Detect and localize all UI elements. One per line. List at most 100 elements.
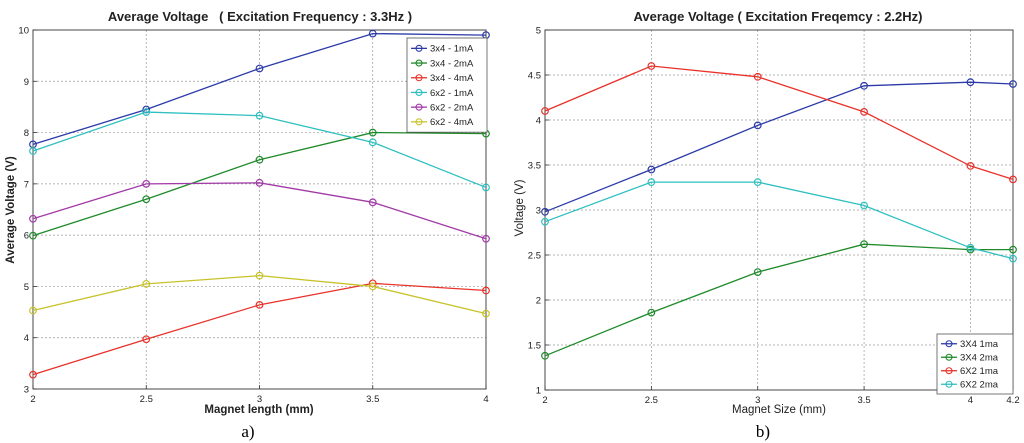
legend-marker [415, 118, 423, 126]
y-tick-label: 1 [536, 386, 541, 397]
data-point [860, 81, 868, 90]
series-line [32, 111, 487, 189]
chart-b: Average Voltage ( Excitation Freqemcy : … [514, 9, 1020, 441]
x-tick-label: 4 [968, 395, 973, 406]
data-point [541, 207, 549, 216]
chart-b-y-axis: 1 1.5 2 2.5 3 3.5 4 4.5 5 [528, 26, 549, 397]
series-line [544, 81, 1014, 213]
x-tick-label: 2.5 [140, 394, 153, 405]
data-point [1009, 80, 1017, 88]
data-point [142, 105, 151, 114]
data-point [860, 107, 868, 116]
series-5 [29, 178, 490, 243]
data-point [1009, 254, 1017, 263]
series-line [32, 182, 487, 240]
legend-label: 3x4 - 1mA [430, 44, 474, 55]
y-tick-label: 4.5 [528, 71, 541, 82]
legend-marker [415, 88, 423, 96]
chart-b-grid [545, 30, 1013, 390]
y-tick-label: 2.5 [528, 251, 541, 262]
legend-marker [415, 59, 423, 67]
legend-label: 6X2 1ma [960, 366, 999, 377]
y-tick-label: 4 [536, 116, 541, 127]
data-point [1009, 245, 1017, 254]
series-1 [29, 29, 490, 149]
legend-label: 6X2 2ma [960, 380, 999, 391]
y-tick-label: 1.5 [528, 341, 541, 352]
series-3 [29, 279, 490, 379]
data-point [255, 111, 264, 120]
data-point [142, 179, 151, 188]
data-point [753, 268, 762, 277]
series-line [32, 32, 487, 145]
series-line [32, 131, 487, 237]
x-tick-label: 2 [542, 395, 547, 406]
data-point [255, 271, 264, 280]
legend-label: 3X4 1ma [960, 339, 999, 350]
data-point [753, 72, 762, 81]
chart-a-title: Average Voltage ( Excitation Frequency :… [108, 9, 412, 24]
x-tick-label: 3 [257, 394, 262, 405]
chart-a: Average Voltage ( Excitation Frequency :… [5, 9, 490, 441]
data-point [860, 240, 868, 249]
y-tick-label: 9 [24, 77, 29, 88]
series-6 [29, 271, 490, 318]
legend-label: 3x4 - 2mA [430, 58, 474, 69]
chart-b-y-label: Voltage (V) [514, 179, 526, 236]
chart-a-legend: 3x4 - 1mA 3x4 - 2mA 3x4 - 4mA 6x2 - 1mA 6x2 … [406, 37, 488, 133]
chart-a-caption: a) [241, 422, 254, 441]
legend-box [406, 37, 488, 133]
legend-label: 6x2 - 1mA [430, 88, 474, 99]
data-point [966, 161, 975, 170]
data-point [142, 195, 151, 204]
legend-marker [945, 367, 953, 375]
data-point [541, 351, 549, 360]
series-2 [29, 128, 490, 240]
legend-label: 6x2 - 4mA [430, 117, 474, 128]
data-point [368, 198, 377, 207]
y-tick-label: 6 [24, 231, 29, 242]
data-point [29, 370, 37, 379]
legend-label: 3x4 - 4mA [430, 73, 474, 84]
data-point [368, 138, 377, 147]
series-line [544, 181, 1014, 260]
data-point [29, 147, 37, 155]
y-tick-label: 3.5 [528, 161, 541, 172]
legend-marker [945, 353, 953, 361]
y-tick-label: 10 [18, 26, 29, 37]
y-tick-label: 2 [536, 296, 541, 307]
x-tick-label: 3 [755, 395, 760, 406]
data-point [368, 282, 377, 291]
data-point [647, 178, 656, 187]
data-point [255, 178, 264, 187]
y-tick-label: 5 [536, 26, 541, 37]
chart-a-y-label: Average Voltage (V) [5, 156, 17, 264]
y-tick-label: 7 [24, 179, 29, 190]
series-3 [541, 62, 1017, 184]
series-line [544, 65, 1014, 181]
y-tick-label: 3 [536, 206, 541, 217]
data-point [541, 107, 549, 115]
chart-b-caption: b) [756, 422, 770, 441]
data-point [255, 300, 264, 309]
data-point [753, 121, 762, 130]
legend-label: 6x2 - 2mA [430, 102, 474, 113]
series-1 [541, 78, 1017, 216]
series-4 [29, 108, 490, 192]
data-point [482, 183, 490, 192]
data-point [142, 279, 151, 288]
data-point [647, 308, 656, 317]
data-point [255, 64, 264, 73]
x-tick-label: 2.5 [645, 395, 658, 406]
series-line [32, 282, 487, 376]
data-point [860, 201, 868, 210]
data-point [647, 165, 656, 174]
x-tick-label: 2 [30, 394, 35, 405]
data-point [482, 286, 490, 295]
x-tick-label: 4.2 [1006, 395, 1019, 406]
data-point [966, 78, 975, 87]
data-point [29, 306, 37, 315]
data-point [368, 128, 377, 137]
data-point [1009, 175, 1017, 184]
chart-b-legend: 3X4 1ma 3X4 2ma 6X2 1ma 6X2 2ma [936, 333, 1014, 395]
